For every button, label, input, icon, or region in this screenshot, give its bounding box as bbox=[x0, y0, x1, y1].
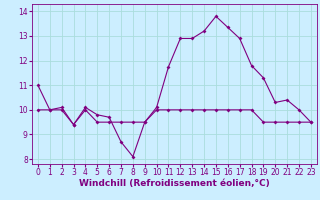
X-axis label: Windchill (Refroidissement éolien,°C): Windchill (Refroidissement éolien,°C) bbox=[79, 179, 270, 188]
